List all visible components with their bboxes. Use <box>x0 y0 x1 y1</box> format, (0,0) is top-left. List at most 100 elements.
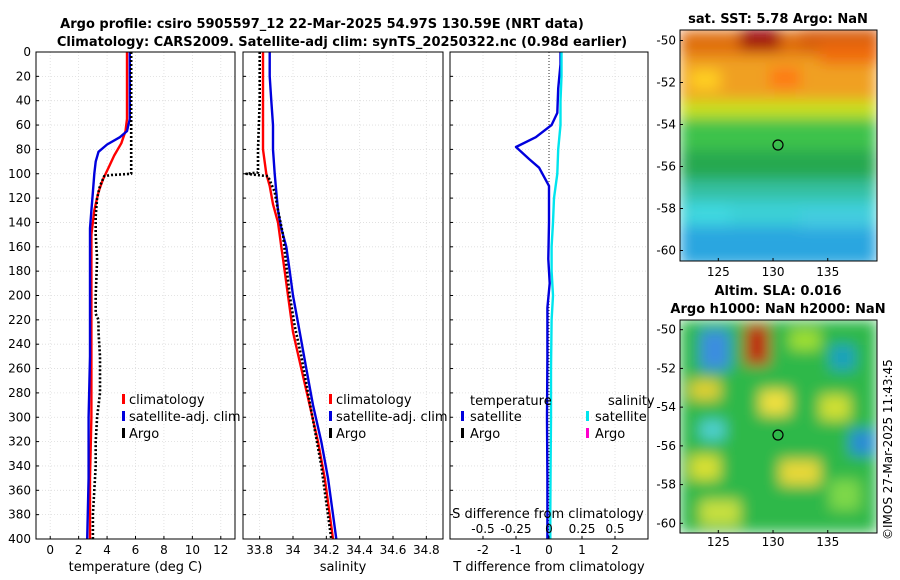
difference-line-temperature-satellite <box>514 52 562 539</box>
y-tick-label: 380 <box>8 508 31 522</box>
copyright-text: ©IMOS 27-Mar-2025 11:43:45 <box>881 359 895 540</box>
x-tick-label: 2 <box>611 543 619 557</box>
sst-heatmap <box>680 30 877 261</box>
x-tick-label: -2 <box>477 543 489 557</box>
x-tick-label: 10 <box>185 543 200 557</box>
map-y-tick-label: -60 <box>656 516 676 530</box>
y-tick-label: 340 <box>8 459 31 473</box>
map-y-tick-label: -58 <box>656 478 676 492</box>
secondary-tick-label: -0.5 <box>471 522 494 536</box>
y-tick-label: 140 <box>8 215 31 229</box>
x-tick-label: 34 <box>285 543 300 557</box>
sst-map-panel: sat. SST: 5.78 Argo: NaN 12 <box>656 12 878 280</box>
x-tick-label: 2 <box>75 543 83 557</box>
x-tick-label: 34.6 <box>380 543 407 557</box>
sla-axis-ticks: 125 130 135 -50 -52 -54 -56 -58 -60 <box>656 323 839 549</box>
y-tick-label: 40 <box>16 94 31 108</box>
map-x-tick-label: 135 <box>816 535 839 549</box>
legend-label: Argo <box>470 427 500 442</box>
legend-group-title: salinity <box>608 394 655 409</box>
difference-xlabel: T difference from climatology <box>452 560 645 575</box>
difference-series-group <box>514 52 563 539</box>
map-x-tick-label: 125 <box>707 265 730 279</box>
secondary-tick-label: 0.25 <box>569 522 596 536</box>
secondary-axis-label: S difference from climatology <box>452 507 644 522</box>
sst-map-frame <box>679 29 878 262</box>
x-tick-label: 6 <box>132 543 140 557</box>
temperature-line-satellite-adj-clim <box>86 52 131 539</box>
legend-swatch <box>329 411 332 421</box>
legend-label: climatology <box>336 393 412 408</box>
y-tick-label: 300 <box>8 410 31 424</box>
salinity-line-argo <box>245 52 333 539</box>
y-tick-label: 60 <box>16 118 31 132</box>
legend-group-title: temperature <box>470 394 552 409</box>
map-y-tick-label: -56 <box>656 439 676 453</box>
y-tick-label: 80 <box>16 142 31 156</box>
map-x-tick-label: 130 <box>762 535 785 549</box>
legend-swatch <box>122 394 125 404</box>
legend-label: satellite <box>595 410 647 425</box>
sst-map-title: sat. SST: 5.78 Argo: NaN <box>688 12 868 27</box>
map-y-tick-label: -50 <box>656 34 676 48</box>
y-tick-label: 280 <box>8 386 31 400</box>
sla-map-panel: Altim. SLA: 0.016 Argo h1000: NaN h2000:… <box>656 284 885 549</box>
y-tick-label: 400 <box>8 532 31 546</box>
map-y-tick-label: -50 <box>656 323 676 337</box>
y-tick-label: 180 <box>8 264 31 278</box>
map-y-tick-label: -60 <box>656 244 676 258</box>
y-tick-label: 240 <box>8 337 31 351</box>
y-tick-label: 160 <box>8 240 31 254</box>
y-tick-label: 260 <box>8 362 31 376</box>
difference-line-salinity-satellite <box>549 52 563 539</box>
sla-map-title-line1: Altim. SLA: 0.016 <box>715 284 842 299</box>
figure-title-line1: Argo profile: csiro 5905597_12 22-Mar-20… <box>60 17 584 32</box>
y-tick-label: 360 <box>8 483 31 497</box>
legend-swatch <box>461 411 464 421</box>
map-y-tick-label: -54 <box>656 118 676 132</box>
legend-label: Argo <box>595 427 625 442</box>
y-tick-label: 120 <box>8 191 31 205</box>
salinity-panel: 33.8 34 34.2 34.4 34.6 34.8 salinity climatolog… <box>242 51 448 575</box>
legend-label: Argo <box>336 427 366 442</box>
legend-swatch <box>329 428 332 438</box>
difference-panel: -2 -1 0 1 2 T difference from climatology temp… <box>449 51 655 575</box>
map-y-tick-label: -56 <box>656 160 676 174</box>
x-tick-label: 4 <box>103 543 111 557</box>
map-y-tick-label: -58 <box>656 202 676 216</box>
figure-title-line2: Climatology: CARS2009. Satellite-adj cli… <box>57 35 627 50</box>
secondary-tick-label: -0.25 <box>500 522 531 536</box>
map-x-tick-label: 125 <box>707 535 730 549</box>
x-tick-label: -1 <box>510 543 522 557</box>
temperature-line-argo <box>91 52 133 539</box>
map-x-tick-label: 135 <box>816 265 839 279</box>
y-tick-label: 320 <box>8 435 31 449</box>
y-tick-label: 20 <box>16 69 31 83</box>
y-tick-label: 200 <box>8 289 31 303</box>
x-tick-label: 34.2 <box>313 543 340 557</box>
legend-swatch <box>586 428 589 438</box>
sla-map-title-line2: Argo h1000: NaN h2000: NaN <box>670 302 885 317</box>
salinity-series-group <box>245 52 338 539</box>
legend-swatch <box>461 428 464 438</box>
legend-swatch <box>122 411 125 421</box>
salinity-xlabel: salinity <box>320 560 367 575</box>
temperature-xlabel: temperature (deg C) <box>69 560 203 575</box>
y-tick-label: 100 <box>8 167 31 181</box>
sst-axis-ticks: 125 130 135 -50 -52 -54 -56 -58 -60 <box>656 34 839 280</box>
x-tick-label: 8 <box>160 543 168 557</box>
secondary-tick-label: 0 <box>545 522 553 536</box>
temperature-panel: 0204060801001201401601802002202402602803… <box>8 45 241 575</box>
x-tick-label: 12 <box>213 543 228 557</box>
x-tick-label: 0 <box>46 543 54 557</box>
legend-label: Argo <box>129 427 159 442</box>
map-y-tick-label: -52 <box>656 76 676 90</box>
temperature-series-group <box>86 52 133 539</box>
map-y-tick-label: -52 <box>656 361 676 375</box>
sla-map-frame <box>679 319 878 534</box>
legend-label: satellite <box>470 410 522 425</box>
x-tick-label: 0 <box>545 543 553 557</box>
sla-heatmap <box>680 320 877 533</box>
sla-argo-marker <box>772 429 784 441</box>
